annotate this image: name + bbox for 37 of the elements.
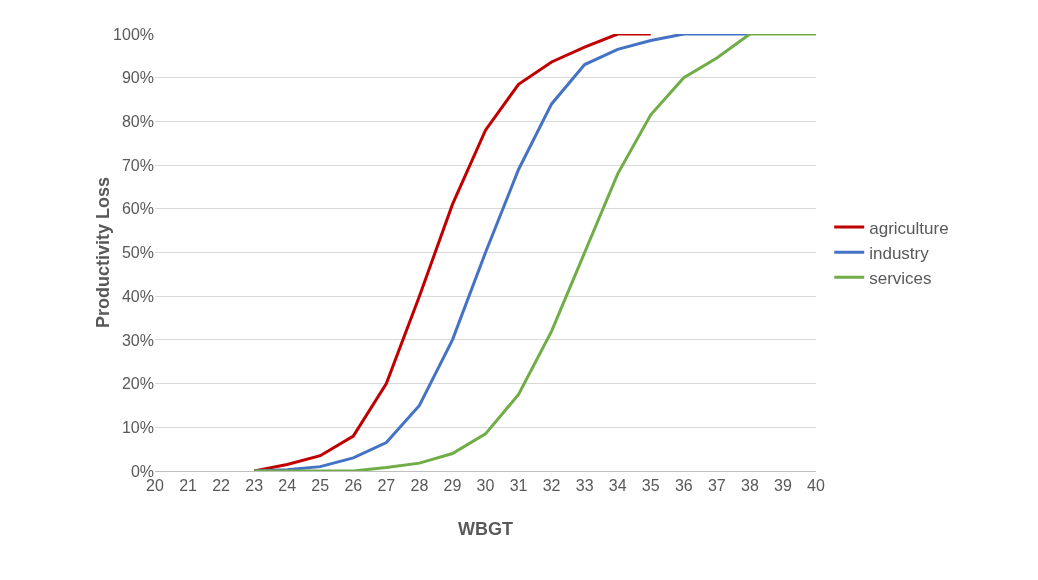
y-tick-label: 70% (121, 156, 154, 174)
x-tick-label: 37 (707, 477, 726, 495)
x-tick-label: 30 (476, 477, 495, 495)
y-tick-label: 0% (130, 462, 154, 480)
x-tick-label: 26 (344, 477, 363, 495)
x-tick-label: 23 (245, 477, 264, 495)
x-tick-label: 35 (641, 477, 660, 495)
legend-label: agriculture (869, 218, 949, 238)
x-tick-label: 36 (674, 477, 693, 495)
y-tick-label: 40% (121, 287, 154, 305)
x-tick-label: 21 (179, 477, 198, 495)
x-tick-label: 24 (278, 477, 297, 495)
x-tick-label: 28 (410, 477, 429, 495)
y-tick-label: 80% (121, 113, 154, 130)
x-tick-label: 29 (443, 477, 462, 495)
x-tick-label: 39 (774, 477, 792, 495)
y-axis-title: Productivity Loss (93, 176, 113, 329)
x-tick-label: 27 (377, 477, 396, 495)
x-tick-label: 38 (741, 477, 759, 495)
x-axis-title: WBGT (458, 519, 513, 539)
x-tick-label: 40 (807, 477, 825, 495)
x-tick-label: 20 (146, 477, 164, 495)
y-tick-label: 30% (121, 331, 154, 349)
x-tick-label: 22 (212, 477, 231, 495)
y-tick-label: 100% (113, 25, 154, 43)
x-tick-label: 25 (311, 477, 330, 495)
x-tick-label: 33 (575, 477, 594, 495)
y-tick-label: 10% (121, 418, 154, 436)
y-tick-label: 20% (121, 375, 154, 393)
y-tick-label: 60% (121, 200, 154, 218)
x-tick-label: 32 (542, 477, 561, 495)
legend-label: industry (869, 243, 930, 263)
y-tick-label: 50% (121, 244, 154, 262)
legend-label: services (869, 268, 932, 288)
y-tick-label: 90% (121, 69, 154, 87)
x-tick-label: 34 (608, 477, 627, 495)
x-tick-label: 31 (509, 477, 528, 495)
